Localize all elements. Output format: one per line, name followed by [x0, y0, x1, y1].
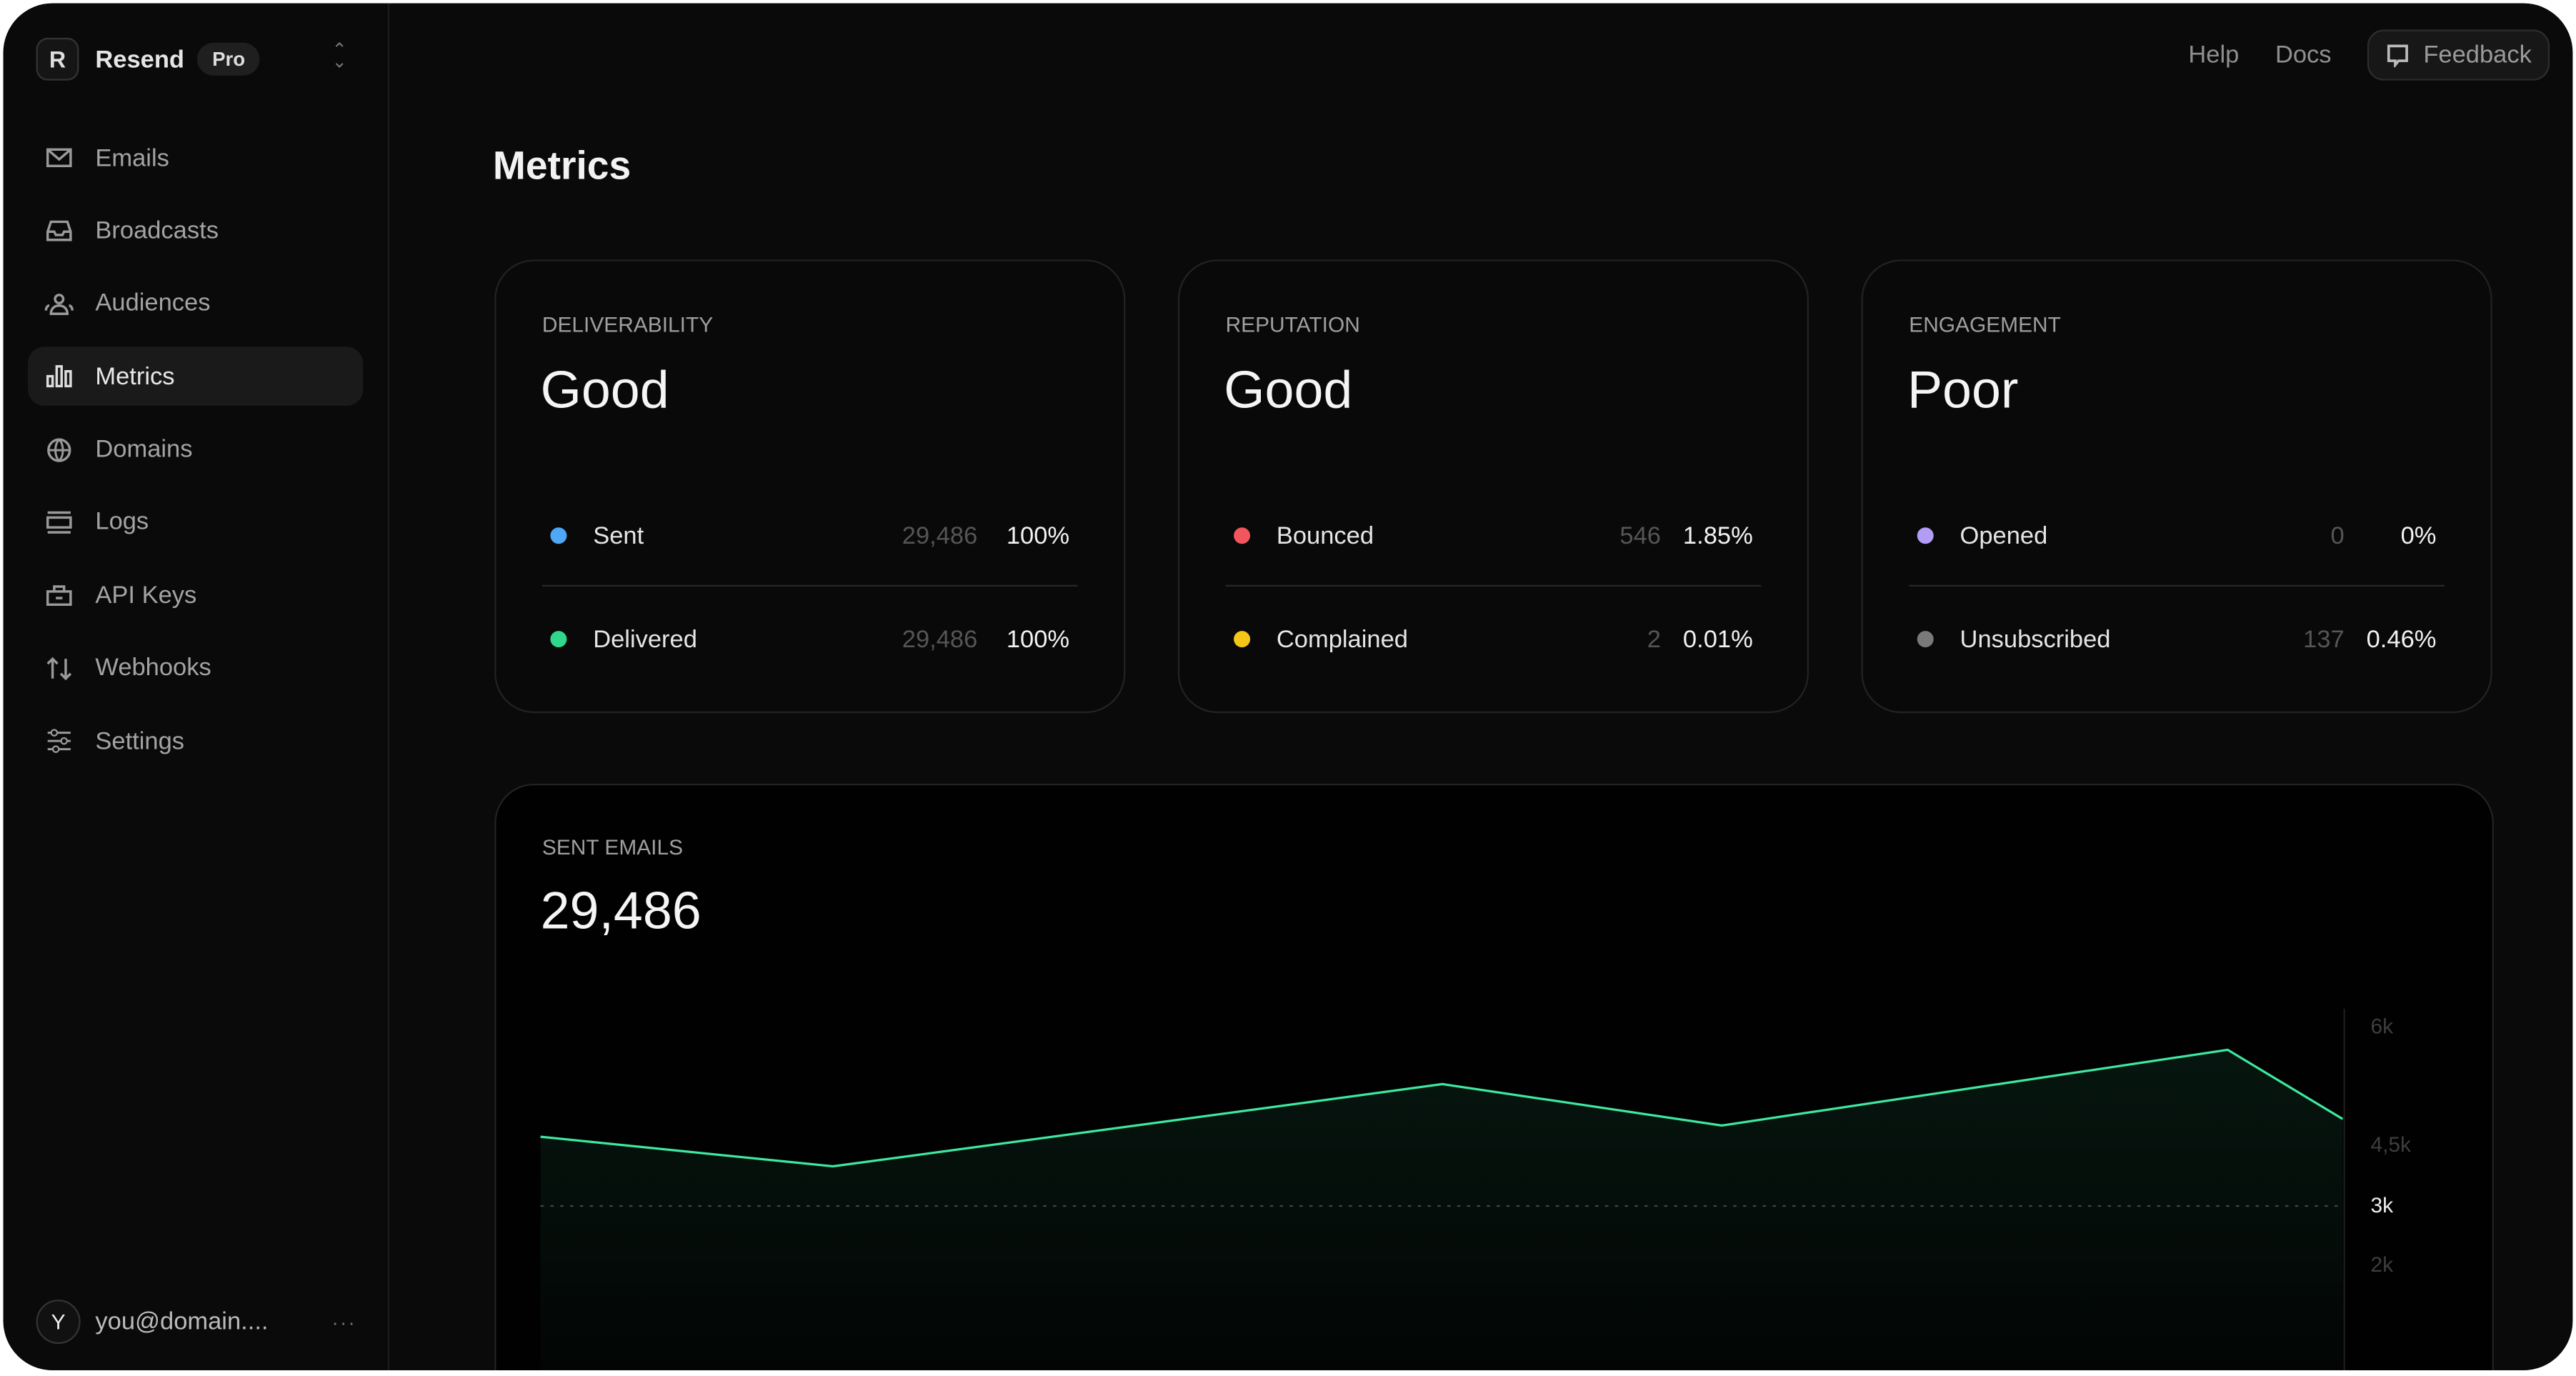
globe-icon — [44, 434, 74, 464]
sidebar: R Resend Pro ⌃ ⌄ Emails Broadcasts Audience… — [3, 3, 390, 1370]
users-icon — [44, 289, 74, 318]
metric-percent: 100% — [1006, 625, 1070, 654]
status-dot — [1917, 631, 1934, 648]
sidebar-item-domains[interactable]: Domains — [28, 420, 363, 479]
metric-count: 0 — [2330, 522, 2345, 550]
docs-link[interactable]: Docs — [2275, 41, 2332, 69]
sent-emails-label: SENT EMAILS — [541, 834, 684, 859]
metric-label: Unsubscribed — [1960, 625, 2111, 654]
card-status: Good — [540, 359, 669, 419]
team-name: Resend — [95, 45, 184, 74]
status-dot — [1917, 527, 1934, 544]
bar-chart-icon — [44, 362, 74, 391]
help-link[interactable]: Help — [2188, 41, 2240, 69]
divider — [541, 584, 1078, 587]
sidebar-item-label: Audiences — [95, 289, 211, 318]
sent-emails-chart — [540, 1009, 2345, 1370]
arrows-up-down-icon — [44, 654, 74, 683]
deliverability-card: DELIVERABILITY Good Sent 29,486 100% Delivere… — [494, 259, 1126, 714]
metric-percent: 100% — [1006, 522, 1070, 550]
feedback-button[interactable]: Feedback — [2367, 29, 2550, 81]
sent-emails-total: 29,486 — [540, 880, 702, 940]
sidebar-item-label: Webhooks — [95, 654, 211, 682]
avatar: Y — [36, 1300, 81, 1345]
metric-count: 2 — [1647, 625, 1661, 654]
metric-label: Delivered — [593, 625, 697, 654]
sent-emails-card: SENT EMAILS 29,486 6k 4,5k 3k 2k — [494, 783, 2494, 1370]
card-label: DELIVERABILITY — [541, 311, 714, 337]
y-tick-label: 3k — [2370, 1192, 2394, 1218]
area-fill — [540, 1050, 2343, 1370]
resend-logo: R — [36, 37, 79, 81]
engagement-card: ENGAGEMENT Poor Opened 0 0% Unsubscribed 137 0.… — [1861, 259, 2492, 714]
sidebar-item-metrics[interactable]: Metrics — [28, 347, 364, 407]
inbox-icon — [44, 216, 74, 245]
status-dot — [1234, 631, 1251, 648]
list-icon — [44, 507, 74, 537]
divider — [1909, 584, 2445, 587]
metric-row: Opened 0 0% — [1909, 519, 2445, 552]
divider — [1225, 584, 1762, 587]
metric-label: Opened — [1960, 522, 2048, 550]
metric-percent: 1.85% — [1682, 522, 1753, 550]
metric-percent: 0.46% — [2366, 625, 2437, 654]
sidebar-item-label: Domains — [95, 435, 193, 464]
team-switcher[interactable]: R Resend Pro — [36, 37, 260, 81]
metric-label: Sent — [593, 522, 644, 550]
feedback-label: Feedback — [2423, 41, 2532, 69]
card-label: REPUTATION — [1225, 311, 1360, 337]
chevron-up-down-icon[interactable]: ⌃ ⌄ — [331, 41, 347, 73]
metric-count: 137 — [2303, 625, 2345, 654]
sidebar-item-emails[interactable]: Emails — [28, 128, 363, 187]
card-status: Poor — [1907, 359, 2019, 419]
sidebar-item-api-keys[interactable]: API Keys — [28, 566, 363, 625]
metric-row: Complained 2 0.01% — [1226, 623, 1762, 656]
y-tick-label: 2k — [2370, 1252, 2394, 1277]
sidebar-item-logs[interactable]: Logs — [28, 493, 363, 552]
metric-count: 29,486 — [902, 625, 978, 654]
sidebar-item-webhooks[interactable]: Webhooks — [28, 639, 363, 698]
main-content: Help Docs Feedback Metrics DELIVERABILIT… — [391, 3, 2573, 1370]
metric-percent: 0% — [2400, 522, 2437, 550]
series-line — [540, 1048, 2344, 1168]
mail-icon — [44, 143, 74, 172]
message-square-icon — [2387, 44, 2409, 68]
status-dot — [1234, 527, 1251, 544]
topbar: Help Docs Feedback — [2188, 29, 2550, 81]
user-email: you@domain.... — [95, 1307, 269, 1336]
sidebar-item-broadcasts[interactable]: Broadcasts — [28, 201, 363, 260]
sidebar-item-settings[interactable]: Settings — [28, 712, 363, 771]
sidebar-item-label: Logs — [95, 508, 149, 537]
sliders-icon — [44, 727, 74, 756]
sidebar-item-label: Settings — [95, 727, 185, 755]
more-options-icon[interactable]: ··· — [331, 1310, 357, 1334]
metric-percent: 0.01% — [1682, 625, 1753, 654]
metric-row: Unsubscribed 137 0.46% — [1909, 623, 2445, 656]
lock-icon — [44, 581, 74, 610]
app-window: R Resend Pro ⌃ ⌄ Emails Broadcasts Audience… — [3, 3, 2573, 1370]
metric-row: Bounced 546 1.85% — [1226, 519, 1762, 552]
metric-count: 546 — [1619, 522, 1661, 550]
metric-label: Complained — [1276, 625, 1408, 654]
card-status: Good — [1224, 359, 1353, 419]
sidebar-item-audiences[interactable]: Audiences — [28, 274, 363, 334]
y-tick-label: 4,5k — [2370, 1132, 2411, 1157]
sidebar-item-label: Metrics — [95, 362, 175, 391]
user-menu[interactable]: Y you@domain.... ··· — [36, 1300, 357, 1345]
metric-count: 29,486 — [902, 522, 978, 550]
reputation-card: REPUTATION Good Bounced 546 1.85% Complained 2… — [1177, 259, 1809, 714]
sidebar-nav: Emails Broadcasts Audiences Metrics Domains L… — [28, 128, 364, 784]
metric-row: Delivered 29,486 100% — [542, 623, 1078, 656]
card-label: ENGAGEMENT — [1909, 311, 2061, 337]
metric-row: Sent 29,486 100% — [542, 519, 1078, 552]
status-dot — [550, 527, 567, 544]
metric-label: Bounced — [1276, 522, 1374, 550]
sidebar-item-label: Broadcasts — [95, 216, 219, 245]
sidebar-item-label: Emails — [95, 144, 169, 172]
plan-badge: Pro — [197, 42, 260, 76]
sidebar-item-label: API Keys — [95, 581, 197, 609]
page-title: Metrics — [492, 144, 631, 189]
y-tick-label: 6k — [2370, 1013, 2394, 1039]
status-dot — [550, 631, 567, 648]
